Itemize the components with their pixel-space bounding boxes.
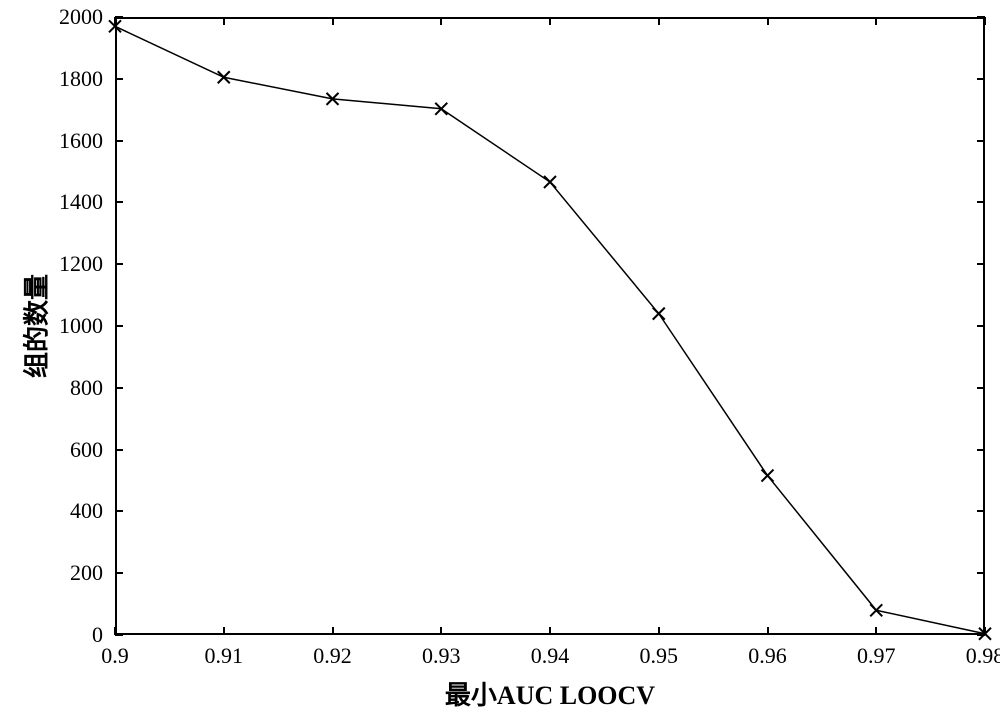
x-tick-mark xyxy=(767,627,769,635)
x-tick-mark xyxy=(114,17,116,25)
y-tick-mark xyxy=(115,387,123,389)
x-tick-label: 0.93 xyxy=(422,643,461,669)
x-tick-mark xyxy=(984,17,986,25)
x-tick-mark xyxy=(658,17,660,25)
x-tick-mark xyxy=(767,17,769,25)
y-tick-mark xyxy=(115,140,123,142)
x-tick-label: 0.98 xyxy=(966,643,1000,669)
x-axis-label: 最小AUC LOOCV xyxy=(445,675,655,712)
y-tick-mark xyxy=(977,387,985,389)
y-tick-mark xyxy=(115,78,123,80)
x-tick-mark xyxy=(223,627,225,635)
data-point-marker xyxy=(762,470,774,482)
x-tick-label: 0.9 xyxy=(101,643,129,669)
x-tick-mark xyxy=(440,627,442,635)
x-tick-label: 0.92 xyxy=(313,643,352,669)
data-point-marker xyxy=(544,176,556,188)
y-tick-mark xyxy=(115,325,123,327)
x-tick-label: 0.97 xyxy=(857,643,896,669)
y-tick-mark xyxy=(977,325,985,327)
x-tick-mark xyxy=(875,17,877,25)
y-tick-mark xyxy=(977,572,985,574)
line-series xyxy=(0,0,1000,708)
x-tick-mark xyxy=(549,17,551,25)
x-tick-mark xyxy=(114,627,116,635)
x-tick-label: 0.91 xyxy=(205,643,244,669)
y-tick-mark xyxy=(115,201,123,203)
x-tick-label: 0.96 xyxy=(748,643,787,669)
y-tick-label: 1200 xyxy=(59,251,103,277)
data-point-marker xyxy=(870,604,882,616)
y-tick-mark xyxy=(977,140,985,142)
y-tick-mark xyxy=(115,572,123,574)
x-tick-mark xyxy=(984,627,986,635)
y-tick-label: 400 xyxy=(70,498,103,524)
y-axis-label: 组的数量 xyxy=(17,274,54,378)
y-tick-label: 2000 xyxy=(59,4,103,30)
y-tick-mark xyxy=(977,201,985,203)
x-tick-mark xyxy=(658,627,660,635)
data-point-marker xyxy=(218,71,230,83)
x-tick-mark xyxy=(549,627,551,635)
y-tick-mark xyxy=(115,510,123,512)
x-tick-label: 0.94 xyxy=(531,643,570,669)
y-tick-label: 1400 xyxy=(59,189,103,215)
y-tick-mark xyxy=(977,510,985,512)
y-tick-mark xyxy=(115,634,123,636)
y-tick-mark xyxy=(115,16,123,18)
y-tick-label: 1000 xyxy=(59,313,103,339)
x-tick-mark xyxy=(875,627,877,635)
x-tick-label: 0.95 xyxy=(640,643,679,669)
series-line xyxy=(115,26,985,633)
x-tick-mark xyxy=(332,627,334,635)
y-tick-label: 1800 xyxy=(59,66,103,92)
y-tick-label: 600 xyxy=(70,437,103,463)
y-tick-mark xyxy=(977,449,985,451)
data-point-marker xyxy=(653,308,665,320)
y-tick-label: 200 xyxy=(70,560,103,586)
y-tick-label: 1600 xyxy=(59,128,103,154)
chart-container: 0200400600800100012001400160018002000 0.… xyxy=(0,0,1000,708)
y-tick-mark xyxy=(115,449,123,451)
x-tick-mark xyxy=(332,17,334,25)
y-tick-mark xyxy=(115,263,123,265)
x-tick-mark xyxy=(223,17,225,25)
y-tick-mark xyxy=(977,263,985,265)
y-tick-mark xyxy=(977,78,985,80)
y-tick-label: 800 xyxy=(70,375,103,401)
x-tick-mark xyxy=(440,17,442,25)
